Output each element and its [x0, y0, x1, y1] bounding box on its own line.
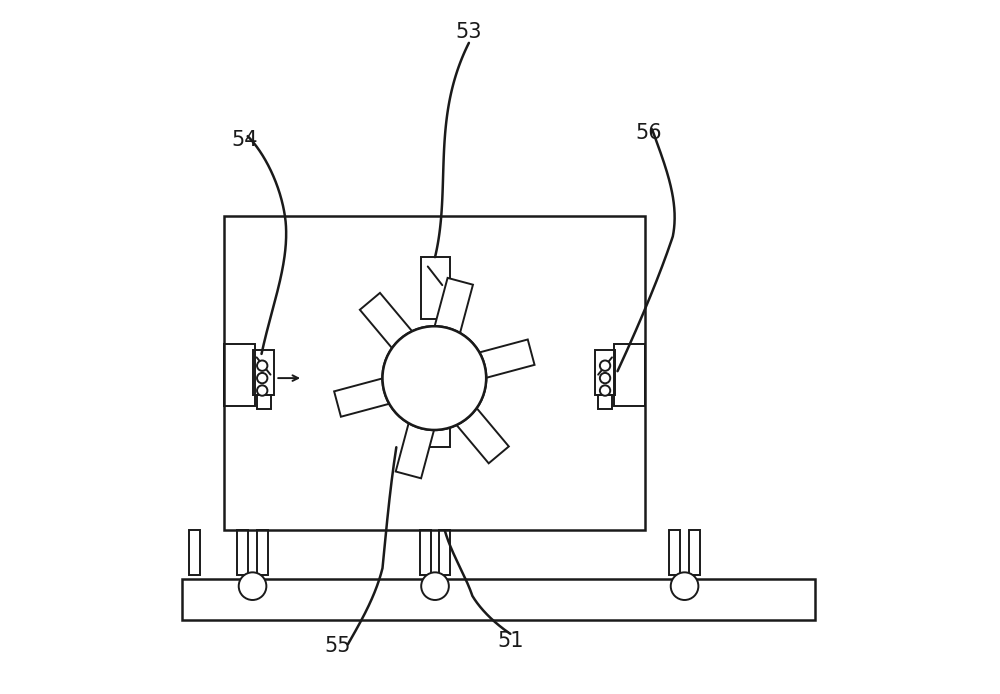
Bar [237, 530, 248, 575]
Polygon shape [435, 278, 473, 333]
Bar [257, 530, 268, 575]
Bar [421, 257, 450, 319]
Text: 51: 51 [497, 631, 524, 651]
Circle shape [600, 373, 610, 383]
Bar [439, 530, 450, 575]
Bar [182, 579, 815, 620]
Circle shape [600, 360, 610, 371]
Bar [595, 350, 615, 396]
Circle shape [382, 326, 486, 430]
Bar [669, 530, 680, 575]
Bar [689, 530, 700, 575]
Polygon shape [334, 378, 390, 416]
Circle shape [257, 360, 267, 371]
Circle shape [257, 385, 267, 396]
Bar [257, 396, 271, 409]
Bar [598, 396, 612, 409]
Bar [614, 344, 645, 406]
Polygon shape [360, 293, 412, 348]
Polygon shape [396, 423, 434, 478]
Bar [224, 216, 645, 530]
Bar [224, 344, 255, 406]
Text: 54: 54 [231, 130, 257, 150]
Circle shape [382, 326, 486, 430]
Polygon shape [479, 339, 535, 378]
Bar [421, 389, 450, 447]
Circle shape [239, 573, 266, 600]
Text: 55: 55 [324, 636, 351, 656]
Text: 56: 56 [635, 123, 662, 143]
Bar [420, 530, 431, 575]
Text: 53: 53 [456, 22, 482, 42]
Bar [253, 350, 274, 396]
Circle shape [257, 373, 267, 383]
Bar [189, 530, 200, 575]
Circle shape [421, 573, 449, 600]
Circle shape [671, 573, 698, 600]
Circle shape [600, 385, 610, 396]
Polygon shape [456, 408, 509, 464]
